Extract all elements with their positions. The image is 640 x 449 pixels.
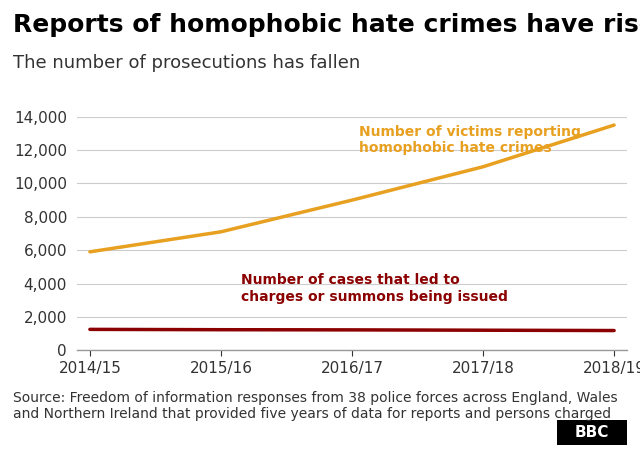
Text: The number of prosecutions has fallen: The number of prosecutions has fallen xyxy=(13,54,360,72)
Text: Number of cases that led to
charges or summons being issued: Number of cases that led to charges or s… xyxy=(241,273,508,304)
Text: Source: Freedom of information responses from 38 police forces across England, W: Source: Freedom of information responses… xyxy=(13,391,618,421)
Text: Reports of homophobic hate crimes have risen: Reports of homophobic hate crimes have r… xyxy=(13,13,640,37)
Text: Number of victims reporting
homophobic hate crimes: Number of victims reporting homophobic h… xyxy=(358,125,580,155)
Text: BBC: BBC xyxy=(575,425,609,440)
